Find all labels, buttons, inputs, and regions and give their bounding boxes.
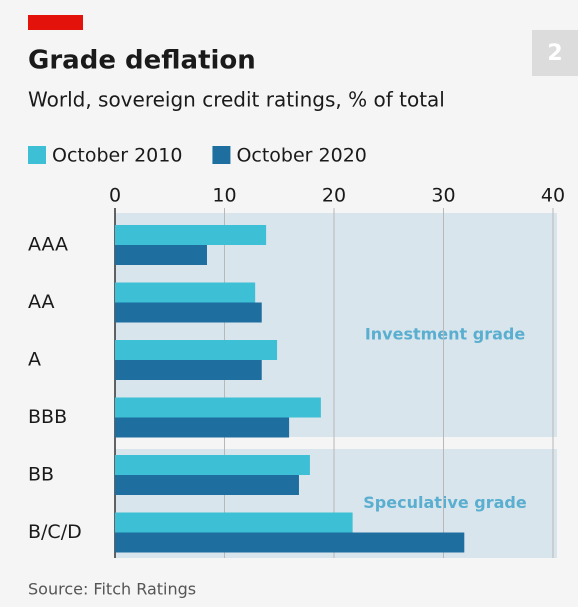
bar <box>115 245 207 265</box>
badge <box>532 30 578 76</box>
bar <box>115 282 256 303</box>
x-tick-label: 0 <box>109 185 121 207</box>
x-tick-label: 20 <box>322 185 346 207</box>
bar <box>115 532 465 553</box>
bar <box>115 340 278 360</box>
bar <box>115 455 310 475</box>
bar <box>115 512 353 533</box>
legend-swatch <box>212 146 231 164</box>
bar <box>115 475 299 495</box>
bar <box>115 397 321 418</box>
chart-title: Grade deflation <box>28 46 256 76</box>
region-label: Investment grade <box>365 325 526 344</box>
red-tag <box>28 15 83 30</box>
chart-subtitle: World, sovereign credit ratings, % of to… <box>28 88 445 112</box>
y-tick-label: BB <box>28 464 54 486</box>
x-tick-label: 30 <box>431 185 455 207</box>
bar <box>115 302 262 323</box>
bar <box>115 360 262 380</box>
y-tick-label: B/C/D <box>28 521 82 543</box>
legend-swatch <box>28 146 46 164</box>
y-tick-label: A <box>28 349 41 371</box>
region-label: Speculative grade <box>363 493 527 512</box>
x-tick-label: 40 <box>541 185 565 207</box>
bar <box>115 225 267 245</box>
bar <box>115 417 290 438</box>
y-tick-label: BBB <box>28 406 67 428</box>
source: Source: Fitch Ratings <box>28 580 196 599</box>
legend-label: October 2020 <box>236 145 366 167</box>
y-tick-label: AAA <box>28 234 68 256</box>
x-tick-label: 10 <box>212 185 236 207</box>
legend-label: October 2010 <box>52 145 182 167</box>
badge-text: 2 <box>547 41 562 66</box>
y-tick-label: AA <box>28 291 55 313</box>
